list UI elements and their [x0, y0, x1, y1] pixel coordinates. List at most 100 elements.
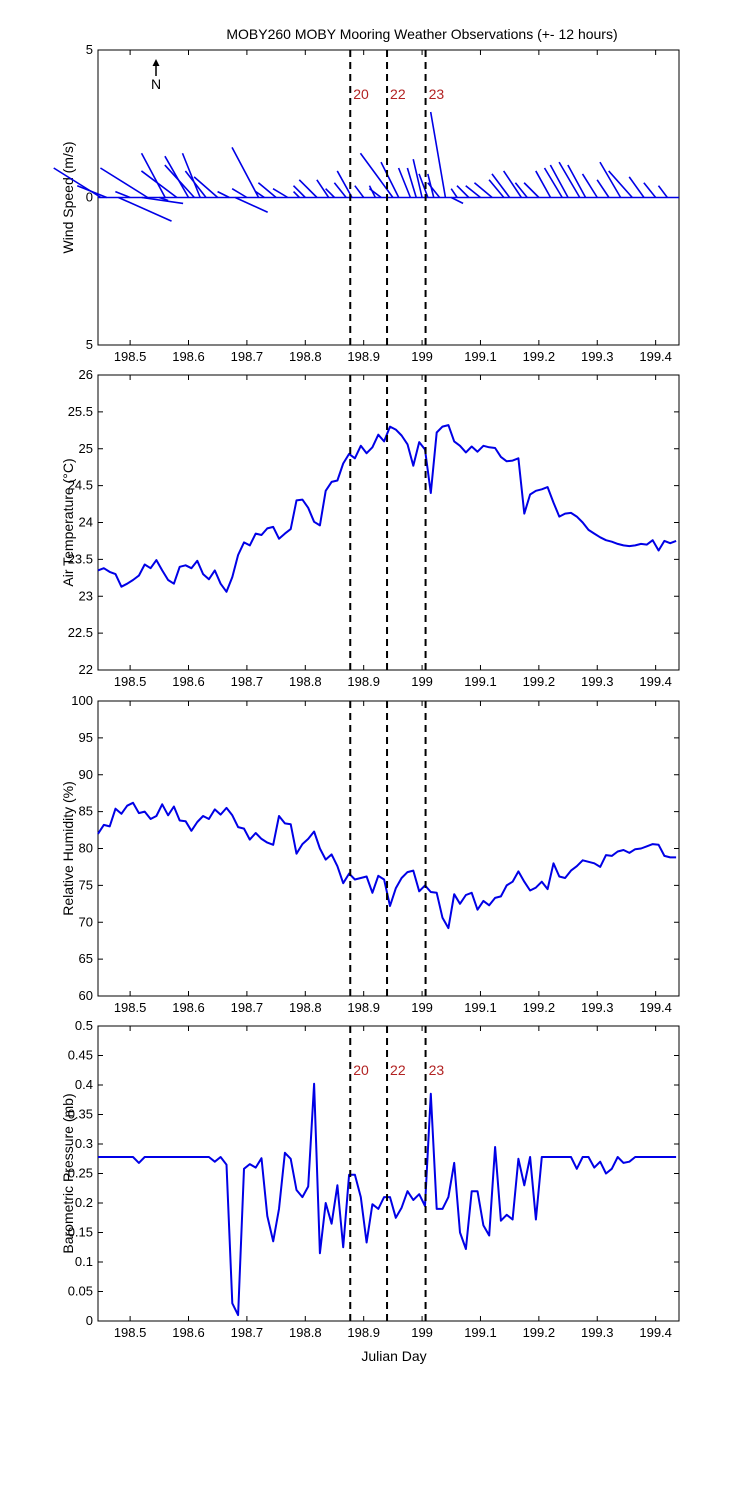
wind-vector [100, 167, 149, 199]
marker-label: 20 [353, 1062, 369, 1078]
x-tick-label: 199.3 [581, 674, 614, 689]
x-tick-label: 199.1 [464, 1000, 497, 1015]
panel-air-temperature: 22 22.5 23 23.5 24 24.5 25 25.5 26 198.5 198.6 198.… [60, 367, 680, 689]
y-tick-label: 22 [79, 662, 93, 677]
y-axis-label: Barometric Pressure (mb) [60, 1093, 76, 1253]
wind-vector [488, 179, 505, 199]
y-tick-label: 0 [86, 1313, 93, 1328]
wind-vector [292, 191, 301, 199]
wind-vector [427, 182, 441, 198]
wind-vector [456, 185, 470, 199]
wind-vector [450, 196, 464, 205]
y-tick-label: 0.05 [68, 1284, 93, 1299]
wind-vector [234, 196, 269, 213]
x-tick-label: 198.5 [114, 1325, 147, 1340]
wind-vector [657, 185, 668, 198]
y-tick-label: 90 [79, 767, 93, 782]
y-tick-label: 23 [79, 588, 93, 603]
wind-vector [599, 161, 622, 198]
wind-vector [141, 196, 184, 205]
wind-vector [193, 176, 219, 199]
y-tick-label: 22.5 [68, 625, 93, 640]
wind-vector [491, 173, 511, 198]
y-tick-label: 0 [86, 190, 93, 205]
x-tick-label: 198.6 [172, 349, 205, 364]
wind-vector [473, 182, 493, 199]
x-tick-label: 199.1 [464, 1325, 497, 1340]
x-tick-label: 199.2 [523, 1000, 556, 1015]
x-tick-label: 198.8 [289, 674, 322, 689]
y-tick-label: 70 [79, 914, 93, 929]
north-arrowhead-icon [152, 59, 160, 66]
y-tick-label: 25.5 [68, 404, 93, 419]
x-tick-label: 198.8 [289, 1000, 322, 1015]
wind-vector [465, 185, 481, 199]
wind-vector [231, 187, 248, 199]
y-tick-label: 24 [79, 515, 93, 530]
x-tick-label: 198.5 [114, 349, 147, 364]
wind-vector [272, 187, 289, 199]
y-axis-label: Wind Speed (m/s) [60, 141, 76, 253]
x-tick-label: 199.4 [639, 349, 672, 364]
wind-vector [316, 179, 330, 198]
y-tick-label: 0.4 [75, 1077, 93, 1092]
wind-vector [643, 182, 657, 198]
y-tick-label: 0.15 [68, 1225, 93, 1240]
wind-vector [140, 170, 178, 199]
x-axis-label: Julian Day [361, 1348, 426, 1364]
x-tick-label: 199 [411, 349, 433, 364]
y-tick-label: 65 [79, 951, 93, 966]
wind-vector [558, 161, 581, 198]
x-tick-label: 198.7 [231, 674, 264, 689]
x-tick-label: 199.2 [523, 349, 556, 364]
chart-panels: 5 0 5 198.5 198.6 198.7 198.8 198.9 199 199.1 199.… [53, 42, 680, 1340]
wind-vector [418, 173, 429, 198]
plot-frame [97, 1025, 680, 1322]
y-tick-label: 26 [79, 367, 93, 382]
panel-relative-humidity: 60 65 70 75 80 85 90 95 100 198.5 198.6 198.7 198.8 1… [60, 693, 680, 1015]
x-tick-label: 199 [411, 1325, 433, 1340]
wind-vector [567, 164, 587, 198]
wind-vector [336, 170, 353, 198]
x-tick-label: 199.4 [639, 1000, 672, 1015]
x-tick-label: 199.2 [523, 1325, 556, 1340]
wind-vector [118, 196, 172, 222]
y-tick-label: 0.45 [68, 1048, 93, 1063]
wind-vector [429, 111, 447, 198]
x-tick-label: 198.9 [347, 1325, 380, 1340]
plot-frame [97, 374, 680, 671]
wind-vector [231, 146, 260, 198]
x-tick-label: 199 [411, 674, 433, 689]
x-tick-label: 198.5 [114, 1000, 147, 1015]
y-tick-label: 0.1 [75, 1254, 93, 1269]
wind-vector [581, 173, 598, 198]
x-tick-label: 199.2 [523, 674, 556, 689]
wind-vector [596, 179, 610, 198]
y-tick-label: 75 [79, 877, 93, 892]
wind-vector [115, 190, 131, 199]
wind-vector [354, 185, 365, 198]
x-tick-label: 198.5 [114, 674, 147, 689]
y-tick-label: 80 [79, 841, 93, 856]
y-tick-label: 0.35 [68, 1107, 93, 1122]
wind-vector [406, 167, 418, 198]
wind-vector [181, 152, 201, 198]
wind-vector [140, 152, 166, 198]
x-tick-label: 198.8 [289, 1325, 322, 1340]
y-tick-label: 25 [79, 441, 93, 456]
y-axis-label: Air Temperature (°C) [60, 458, 76, 586]
x-tick-label: 198.6 [172, 1325, 205, 1340]
x-tick-label: 198.6 [172, 1000, 205, 1015]
wind-vector [255, 190, 265, 199]
x-tick-label: 198.7 [231, 1325, 264, 1340]
wind-vector [368, 188, 382, 199]
y-axis-label: Relative Humidity (%) [60, 781, 76, 916]
x-tick-label: 199.4 [639, 1325, 672, 1340]
marker-label: 23 [429, 1062, 445, 1078]
wind-vector [450, 188, 458, 198]
x-tick-label: 198.7 [231, 1000, 264, 1015]
wind-vector [76, 184, 108, 199]
x-tick-label: 199.3 [581, 1000, 614, 1015]
panel-barometric-pressure: 0 0.05 0.1 0.15 0.2 0.25 0.3 0.35 0.4 0.45 0.5 198.… [60, 1018, 680, 1340]
